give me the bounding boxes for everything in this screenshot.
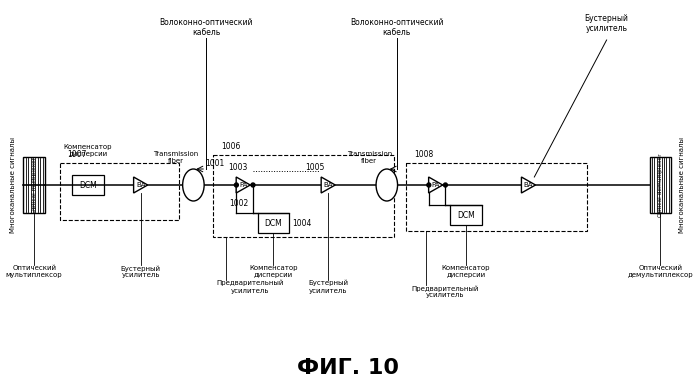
Circle shape <box>234 183 238 187</box>
Polygon shape <box>134 177 147 193</box>
Text: Предварительный
усилитель: Предварительный усилитель <box>412 285 479 298</box>
Circle shape <box>443 183 447 187</box>
Text: Transmission
fiber: Transmission fiber <box>347 151 392 163</box>
Text: Бустерный
усилитель: Бустерный усилитель <box>584 14 628 33</box>
Ellipse shape <box>376 169 398 201</box>
Text: 1003: 1003 <box>229 163 248 172</box>
Polygon shape <box>521 177 535 193</box>
Bar <box>24 157 45 213</box>
Text: Многоканальные сигналы: Многоканальные сигналы <box>10 137 15 233</box>
Text: Предварительный
усилитель: Предварительный усилитель <box>217 280 284 293</box>
Text: Волоконно-оптический
кабель: Волоконно-оптический кабель <box>159 18 253 37</box>
Bar <box>213 155 394 237</box>
Text: BA: BA <box>136 182 145 188</box>
Text: Многоканальные сигналы: Многоканальные сигналы <box>679 137 685 233</box>
Text: 1006: 1006 <box>221 142 240 151</box>
Text: ФИГ. 10: ФИГ. 10 <box>297 358 398 378</box>
Text: 1008: 1008 <box>415 150 433 159</box>
Text: 1005: 1005 <box>305 163 324 172</box>
Bar <box>258 213 289 233</box>
Text: 1002: 1002 <box>229 198 248 207</box>
Circle shape <box>427 183 431 187</box>
Bar <box>406 163 587 231</box>
Text: DCM: DCM <box>457 210 475 219</box>
Bar <box>450 205 482 225</box>
Text: PA: PA <box>431 182 440 188</box>
Text: 1007: 1007 <box>67 150 87 159</box>
Text: Transmission
fiber: Transmission fiber <box>153 151 199 163</box>
Text: 1004: 1004 <box>292 219 312 228</box>
Text: DCM: DCM <box>265 219 282 228</box>
Bar <box>59 163 179 220</box>
Text: Optical demultiplexer: Optical demultiplexer <box>658 153 663 217</box>
Text: Бустерный
усилитель: Бустерный усилитель <box>121 265 161 279</box>
Text: Компенсатор
дисперсии: Компенсатор дисперсии <box>250 265 298 278</box>
Text: Волоконно-оптический
кабель: Волоконно-оптический кабель <box>350 18 443 37</box>
Polygon shape <box>236 177 250 193</box>
Text: Оптический
демультиплексор: Оптический демультиплексор <box>628 265 693 278</box>
Text: BA: BA <box>524 182 533 188</box>
Text: Бустерный
усилитель: Бустерный усилитель <box>308 280 348 293</box>
Text: Компенсатор
дисперсии: Компенсатор дисперсии <box>442 265 490 278</box>
Ellipse shape <box>182 169 204 201</box>
Polygon shape <box>321 177 336 193</box>
Circle shape <box>251 183 255 187</box>
Bar <box>649 157 671 213</box>
Text: Компенсатор
дисперсии: Компенсатор дисперсии <box>64 144 112 157</box>
Polygon shape <box>428 177 442 193</box>
Text: 1001: 1001 <box>205 158 224 168</box>
Text: PA: PA <box>239 182 247 188</box>
Text: Оптический
мультиплексор: Оптический мультиплексор <box>6 265 62 278</box>
Text: BA: BA <box>324 182 333 188</box>
Bar <box>72 175 103 195</box>
Text: DCM: DCM <box>79 180 96 189</box>
Text: Optical multiplexer: Optical multiplexer <box>31 157 36 213</box>
